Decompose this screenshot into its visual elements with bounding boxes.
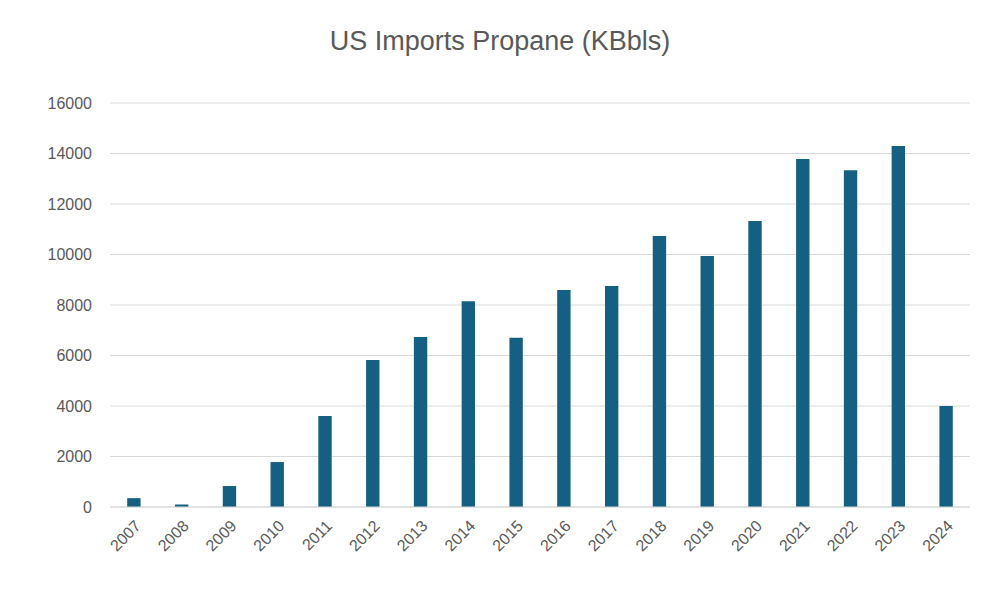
svg-text:16000: 16000 xyxy=(48,95,93,112)
svg-text:2020: 2020 xyxy=(728,517,765,554)
svg-text:2010: 2010 xyxy=(250,517,287,554)
svg-text:2014: 2014 xyxy=(441,517,478,554)
svg-text:4000: 4000 xyxy=(56,398,92,415)
svg-text:2007: 2007 xyxy=(107,517,144,554)
svg-text:2018: 2018 xyxy=(632,517,669,554)
svg-text:2015: 2015 xyxy=(489,517,526,554)
svg-text:8000: 8000 xyxy=(56,297,92,314)
svg-text:6000: 6000 xyxy=(56,347,92,364)
svg-text:2019: 2019 xyxy=(680,517,717,554)
html-text:US Imports Propane (KBbls): US Imports Propane (KBbls) xyxy=(329,26,671,56)
svg-text:2022: 2022 xyxy=(824,517,861,554)
svg-text:2008: 2008 xyxy=(155,517,192,554)
svg-text:0: 0 xyxy=(83,499,92,516)
svg-text:2009: 2009 xyxy=(202,517,239,554)
svg-text:12000: 12000 xyxy=(48,196,93,213)
svg-text:2011: 2011 xyxy=(299,517,335,553)
svg-text:2024: 2024 xyxy=(919,517,956,554)
svg-text:2017: 2017 xyxy=(585,517,622,554)
svg-text:2016: 2016 xyxy=(537,517,574,554)
svg-text:2000: 2000 xyxy=(56,448,92,465)
svg-text:2012: 2012 xyxy=(346,517,383,554)
svg-text:2021: 2021 xyxy=(776,517,813,554)
svg-text:2013: 2013 xyxy=(394,517,431,554)
svg-text:2023: 2023 xyxy=(871,517,908,554)
svg-text:14000: 14000 xyxy=(48,145,93,162)
svg-text:10000: 10000 xyxy=(48,246,93,263)
